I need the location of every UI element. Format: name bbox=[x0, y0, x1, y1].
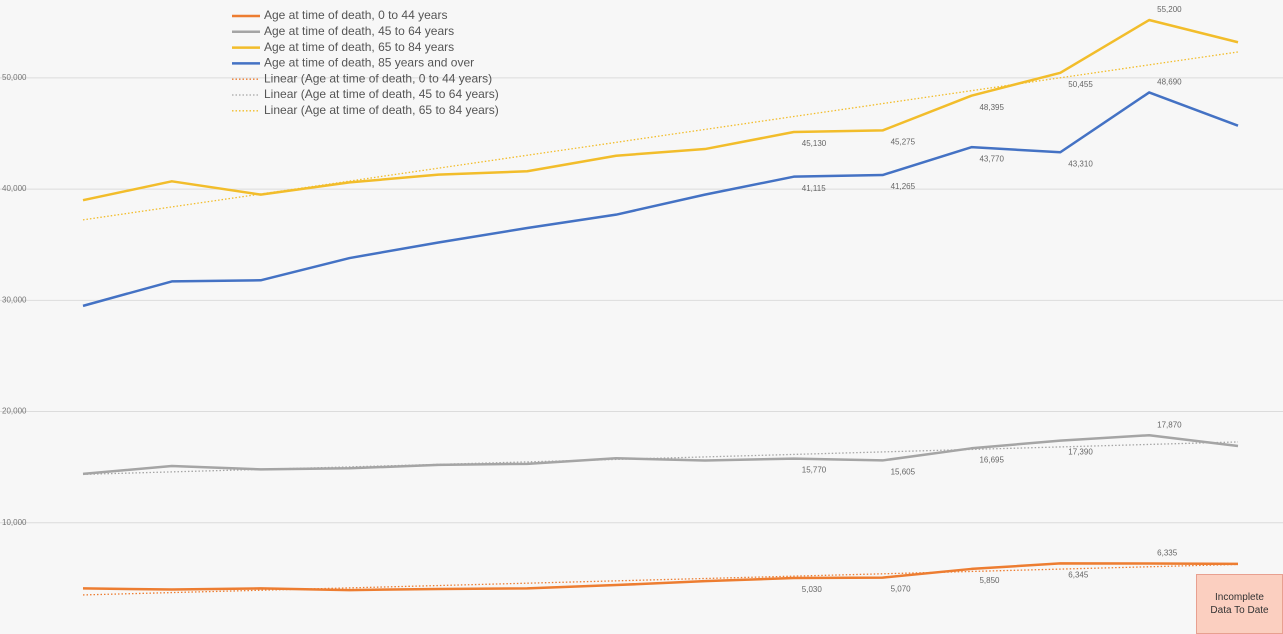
data-label: 45,275 bbox=[891, 138, 916, 147]
data-label: 55,200 bbox=[1157, 5, 1182, 14]
series-line bbox=[82, 562, 1239, 592]
series-line bbox=[82, 91, 1239, 308]
legend-label: Age at time of death, 65 to 84 years bbox=[264, 40, 454, 54]
data-label: 45,130 bbox=[802, 139, 827, 148]
data-label: 41,265 bbox=[891, 182, 916, 191]
data-label: 43,310 bbox=[1068, 159, 1093, 168]
y-tick-label: 10,000 bbox=[2, 518, 27, 527]
data-label: 17,870 bbox=[1157, 420, 1182, 429]
series-line bbox=[82, 18, 1239, 202]
data-label: 5,070 bbox=[891, 585, 912, 594]
y-tick-label: 40,000 bbox=[2, 184, 27, 193]
data-label: 48,395 bbox=[979, 103, 1004, 112]
y-tick-label: 30,000 bbox=[2, 295, 27, 304]
data-label: 15,605 bbox=[891, 468, 916, 477]
data-label: 16,695 bbox=[979, 455, 1004, 464]
legend-label: Age at time of death, 45 to 64 years bbox=[264, 24, 454, 38]
annotation: Incomplete Data To Date bbox=[1196, 574, 1283, 634]
trendline bbox=[82, 563, 1239, 596]
data-label: 5,850 bbox=[979, 576, 1000, 585]
legend-label: Linear (Age at time of death, 65 to 84 y… bbox=[264, 103, 499, 117]
data-label: 48,690 bbox=[1157, 78, 1182, 87]
data-label: 6,345 bbox=[1068, 571, 1089, 580]
legend-label: Linear (Age at time of death, 0 to 44 ye… bbox=[264, 71, 492, 85]
legend-label: Age at time of death, 0 to 44 years bbox=[264, 8, 447, 22]
legend-label: Linear (Age at time of death, 45 to 64 y… bbox=[264, 87, 499, 101]
data-label: 43,770 bbox=[979, 154, 1004, 163]
y-tick-label: 20,000 bbox=[2, 407, 27, 416]
data-label: 15,770 bbox=[802, 466, 827, 475]
series-line bbox=[82, 433, 1239, 476]
data-label: 50,455 bbox=[1068, 80, 1093, 89]
data-label: 5,030 bbox=[802, 585, 823, 594]
legend-label: Age at time of death, 85 years and over bbox=[264, 56, 474, 70]
y-tick-label: 50,000 bbox=[2, 73, 27, 82]
data-label: 6,335 bbox=[1157, 549, 1178, 558]
data-label: 17,390 bbox=[1068, 448, 1093, 457]
data-label: 41,115 bbox=[802, 184, 826, 193]
